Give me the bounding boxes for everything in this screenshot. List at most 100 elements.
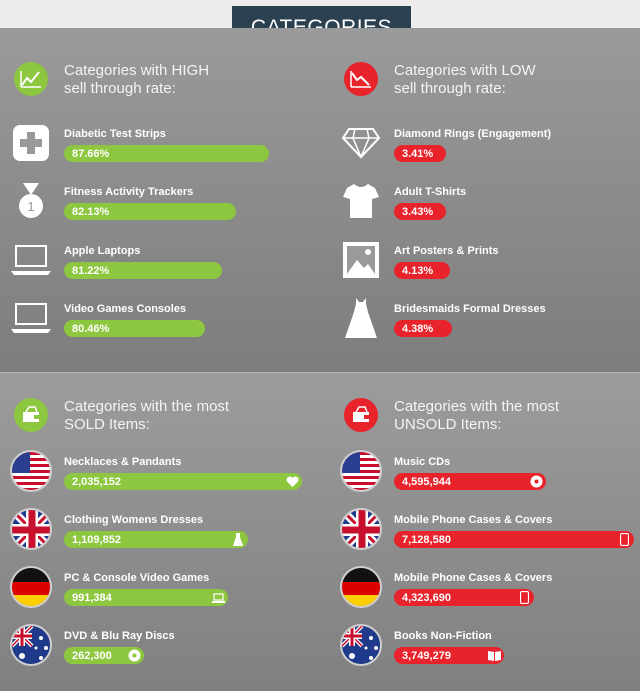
low-item-value: 4.38%: [402, 322, 434, 335]
laptop-icon: [211, 591, 225, 605]
unsold-item-bar: 4,595,944: [394, 473, 546, 490]
high-item-consoles: Video Games Consoles 80.46%: [10, 297, 205, 339]
low-item-label: Diamond Rings (Engagement): [394, 128, 552, 140]
unsold-item-phone-cases-de: Mobile Phone Cases & Covers 4,323,690: [340, 566, 552, 608]
germany-flag: [10, 566, 52, 608]
high-heading-line2: sell through rate:: [64, 80, 176, 97]
high-item-label: Video Games Consoles: [64, 303, 187, 315]
high-item-bar: 81.22%: [64, 262, 222, 279]
high-item-bar: 87.66%: [64, 145, 269, 162]
sold-heading: Categories with the most SOLD Items:: [14, 398, 284, 434]
high-heading-line1: Categories with HIGH: [64, 62, 210, 79]
dress-icon: [340, 297, 382, 339]
unsold-item-value: 4,323,690: [402, 591, 451, 604]
unsold-item-label: Music CDs: [394, 456, 451, 468]
trend-down-chart-icon: [344, 62, 378, 96]
sold-item-womens-dresses: Clothing Womens Dresses 1,109,852: [10, 508, 248, 550]
unsold-item-phone-cases-uk: Mobile Phone Cases & Covers 7,128,580: [340, 508, 634, 550]
sold-item-bar: 1,109,852: [64, 531, 248, 548]
unsold-item-label: Mobile Phone Cases & Covers: [394, 572, 553, 584]
low-heading-line2: sell through rate:: [394, 80, 506, 97]
low-item-value: 4.13%: [402, 264, 434, 277]
dress-icon: [231, 533, 245, 547]
svg-text:1: 1: [27, 199, 34, 214]
sold-item-label: PC & Console Video Games: [64, 572, 210, 584]
low-item-bar: 3.43%: [394, 203, 446, 220]
high-item-label: Fitness Activity Trackers: [64, 186, 194, 198]
unsold-item-label: Mobile Phone Cases & Covers: [394, 514, 553, 526]
picture-icon: [340, 239, 382, 281]
high-item-value: 82.13%: [72, 205, 110, 218]
tshirt-icon: [340, 180, 382, 222]
sold-item-label: DVD & Blu Ray Discs: [64, 630, 175, 642]
usa-flag: [10, 450, 52, 492]
unsold-item-bar: 3,749,279: [394, 647, 504, 664]
low-item-bar: 4.38%: [394, 320, 452, 337]
uk-flag: [10, 508, 52, 550]
low-heading-line1: Categories with LOW: [394, 62, 536, 79]
high-item-value: 87.66%: [72, 147, 110, 160]
low-item-label: Adult T-Shirts: [394, 186, 467, 198]
high-item-bar: 80.46%: [64, 320, 205, 337]
sold-item-bar: 2,035,152: [64, 473, 302, 490]
sold-item-value: 1,109,852: [72, 533, 121, 546]
low-item-bar: 4.13%: [394, 262, 450, 279]
heart-icon: [285, 475, 299, 489]
low-item-value: 3.41%: [402, 147, 434, 160]
sold-item-necklaces: Necklaces & Pandants 2,035,152: [10, 450, 302, 492]
diamond-icon: [340, 122, 382, 164]
sold-item-video-games: PC & Console Video Games 991,384: [10, 566, 228, 608]
high-item-apple-laptops: Apple Laptops 81.22%: [10, 239, 222, 281]
low-item-tshirts: Adult T-Shirts 3.43%: [340, 180, 466, 222]
sold-item-label: Necklaces & Pandants: [64, 456, 182, 468]
australia-flag: [340, 624, 382, 666]
sold-item-value: 262,300: [72, 649, 112, 662]
high-item-diabetic: Diabetic Test Strips 87.66%: [10, 122, 269, 164]
australia-flag: [10, 624, 52, 666]
low-item-dresses: Bridesmaids Formal Dresses 4.38%: [340, 297, 546, 339]
high-item-label: Diabetic Test Strips: [64, 128, 166, 140]
sold-item-value: 2,035,152: [72, 475, 121, 488]
sold-item-dvd: DVD & Blu Ray Discs 262,300: [10, 624, 175, 666]
uk-flag: [340, 508, 382, 550]
sold-heading-line2: SOLD Items:: [64, 416, 150, 433]
low-item-label: Art Posters & Prints: [394, 245, 499, 257]
unsold-item-bar: 7,128,580: [394, 531, 634, 548]
low-item-posters: Art Posters & Prints 4.13%: [340, 239, 499, 281]
unsold-heading-line1: Categories with the most: [394, 398, 560, 415]
low-item-value: 3.43%: [402, 205, 434, 218]
low-heading: Categories with LOW sell through rate:: [344, 62, 614, 98]
laptop-icon: [10, 297, 52, 339]
items-panel: Categories with the most SOLD Items: Cat…: [0, 372, 640, 691]
wallet-icon: [14, 398, 48, 432]
unsold-item-value: 3,749,279: [402, 649, 451, 662]
sold-heading-line1: Categories with the most: [64, 398, 230, 415]
high-item-value: 81.22%: [72, 264, 110, 277]
book-icon: [487, 649, 501, 663]
low-item-diamond: Diamond Rings (Engagement) 3.41%: [340, 122, 551, 164]
wallet-icon: [344, 398, 378, 432]
unsold-heading-line2: UNSOLD Items:: [394, 416, 502, 433]
sold-item-label: Clothing Womens Dresses: [64, 514, 204, 526]
medal-icon: 1: [10, 180, 52, 222]
high-item-value: 80.46%: [72, 322, 110, 335]
unsold-item-music-cds: Music CDs 4,595,944: [340, 450, 546, 492]
unsold-item-value: 7,128,580: [402, 533, 451, 546]
sell-through-panel: Categories with HIGH sell through rate: …: [0, 28, 640, 372]
unsold-heading: Categories with the most UNSOLD Items:: [344, 398, 614, 434]
laptop-icon: [10, 239, 52, 281]
phone-icon: [517, 591, 531, 605]
high-item-bar: 82.13%: [64, 203, 236, 220]
trend-up-chart-icon: [14, 62, 48, 96]
high-heading: Categories with HIGH sell through rate:: [14, 62, 284, 98]
disc-icon: [529, 475, 543, 489]
medical-cross-icon: [10, 122, 52, 164]
low-item-label: Bridesmaids Formal Dresses: [394, 303, 546, 315]
sold-item-bar: 991,384: [64, 589, 228, 606]
germany-flag: [340, 566, 382, 608]
unsold-item-label: Books Non-Fiction: [394, 630, 492, 642]
usa-flag: [340, 450, 382, 492]
sold-item-value: 991,384: [72, 591, 112, 604]
low-item-bar: 3.41%: [394, 145, 446, 162]
disc-icon: [127, 649, 141, 663]
